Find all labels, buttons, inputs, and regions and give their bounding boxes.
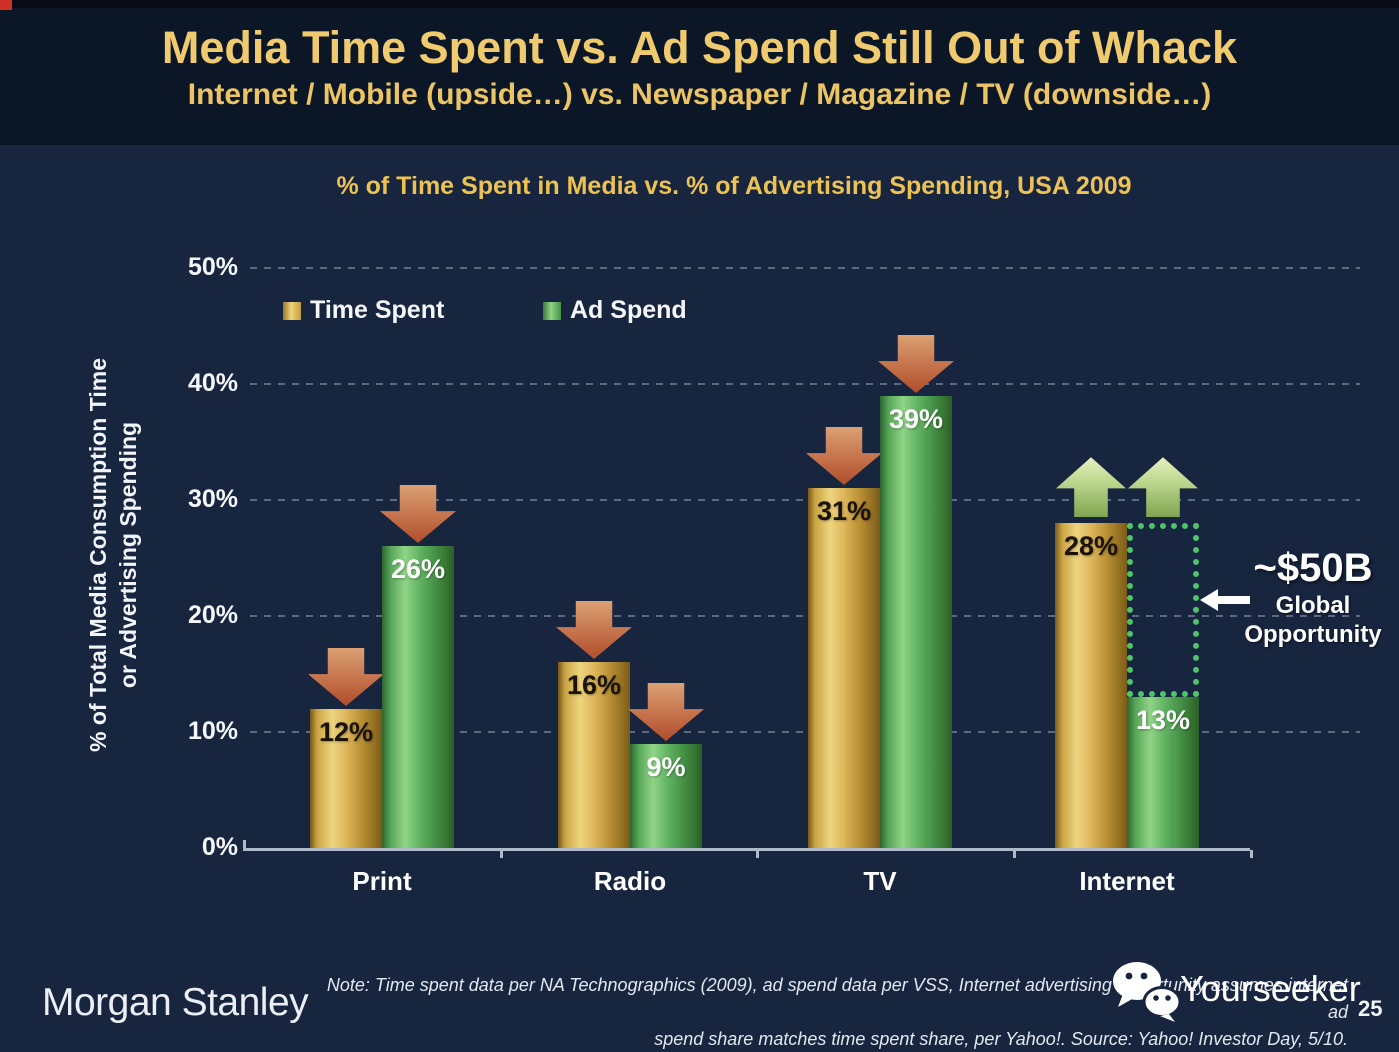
top-strip: [0, 0, 1399, 8]
legend: Time Spent Ad Spend: [0, 296, 1399, 325]
y-tick-label: 0%: [201, 833, 238, 861]
slide-title: Media Time Spent vs. Ad Spend Still Out …: [161, 22, 1238, 73]
opportunity-dotted-rect: [1127, 523, 1199, 698]
bar-time-spent-internet: 28%: [1055, 523, 1127, 848]
slide-subtitle: Internet / Mobile (upside…) vs. Newspape…: [187, 78, 1212, 111]
down-arrow-icon-time-spent-radio: [556, 601, 632, 659]
legend-item-ad-spend: Ad Spend: [543, 296, 687, 325]
x-category-label-tv: TV: [863, 866, 897, 896]
down-arrow-icon-time-spent-tv: [806, 427, 882, 485]
axis-tick: [243, 840, 246, 848]
opportunity-label-line2: Opportunity: [1244, 621, 1382, 648]
legend-label-time-spent: Time Spent: [310, 296, 445, 324]
x-axis: [243, 848, 1250, 851]
y-tick-label: 30%: [187, 485, 238, 513]
bar-value-label-ad-spend-internet: 13%: [1135, 705, 1191, 735]
opportunity-value: ~$50B: [1253, 546, 1373, 590]
page-number: 25: [1358, 996, 1383, 1021]
bar-time-spent-tv: 31%: [808, 488, 880, 848]
bar-value-label-ad-spend-print: 26%: [390, 554, 446, 584]
up-arrow-icon-ad-spend-internet: [1128, 457, 1198, 518]
chart-title: % of Time Spent in Media vs. % of Advert…: [336, 172, 1132, 200]
gridline-20%: [250, 615, 1360, 617]
y-tick-label: 20%: [187, 601, 238, 629]
opportunity-annotation: ~$50B Global Opportunity: [1233, 546, 1393, 649]
bar-value-label-time-spent-tv: 31%: [816, 496, 872, 526]
bar-value-label-ad-spend-tv: 39%: [888, 404, 944, 434]
left-arrow-icon: [1200, 589, 1250, 611]
y-tick-label: 40%: [187, 369, 238, 397]
axis-tick: [1250, 850, 1253, 858]
wechat-icon: [1113, 962, 1182, 1022]
recording-indicator: [0, 0, 12, 10]
watermark-text: Yourseeker: [1180, 968, 1361, 1009]
up-arrow-icon-time-spent-internet: [1056, 457, 1126, 518]
legend-swatch-ad-spend: [543, 301, 561, 320]
opportunity-label-line1: Global: [1275, 592, 1351, 619]
bar-value-label-time-spent-print: 12%: [318, 717, 374, 747]
y-tick-label: 50%: [187, 253, 238, 281]
gridline-30%: [250, 499, 1360, 501]
x-category-label-print: Print: [352, 866, 412, 896]
bar-value-label-time-spent-internet: 28%: [1063, 531, 1119, 561]
legend-item-time-spent: Time Spent: [283, 296, 444, 325]
morgan-stanley-logo: Morgan Stanley: [42, 981, 309, 1024]
source-note-line1: Note: Time spent data per NA Technograph…: [326, 975, 1348, 1022]
bar-time-spent-print: 12%: [310, 709, 382, 848]
down-arrow-icon-time-spent-print: [308, 648, 384, 706]
gridline-50%: [250, 267, 1360, 269]
bar-ad-spend-radio: 9%: [630, 744, 702, 848]
bar-ad-spend-print: 26%: [382, 546, 454, 848]
axis-tick: [1013, 850, 1016, 858]
x-category-label-radio: Radio: [593, 866, 667, 896]
x-category-label-internet: Internet: [1079, 866, 1175, 896]
bar-value-label-ad-spend-radio: 9%: [646, 752, 686, 782]
bar-value-label-time-spent-radio: 16%: [566, 670, 622, 700]
bar-ad-spend-tv: 39%: [880, 396, 952, 848]
down-arrow-icon-ad-spend-print: [380, 485, 456, 543]
slide-header: Media Time Spent vs. Ad Spend Still Out …: [0, 8, 1399, 145]
axis-tick: [756, 850, 759, 858]
source-note-line2: spend share matches time spent share, pe…: [654, 1029, 1348, 1049]
axis-tick: [500, 850, 503, 858]
gridline-40%: [250, 383, 1360, 385]
watermark: Yourseeker: [1110, 960, 1361, 1022]
bar-time-spent-radio: 16%: [558, 662, 630, 848]
gridline-10%: [250, 731, 1360, 733]
legend-label-ad-spend: Ad Spend: [570, 296, 687, 324]
source-note: Note: Time spent data per NA Technograph…: [320, 972, 1348, 1052]
bar-ad-spend-internet: 13%: [1127, 697, 1199, 848]
y-tick-label: 10%: [187, 717, 238, 745]
legend-swatch-time-spent: [283, 301, 301, 320]
